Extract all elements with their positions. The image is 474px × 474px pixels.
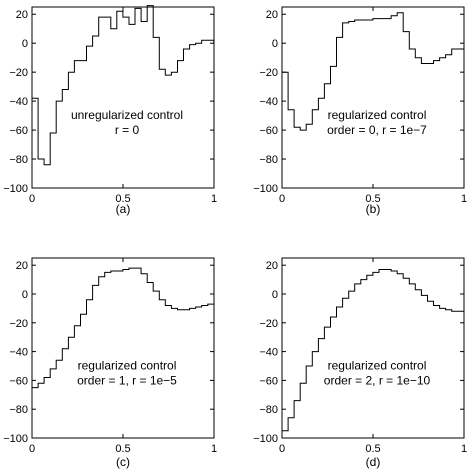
y-tick-label: −60 [9, 375, 28, 387]
annotation-line: order = 2, r = 1e−10 [324, 374, 431, 388]
y-tick-label: −80 [259, 404, 278, 416]
y-tick-label: −20 [259, 318, 278, 330]
y-tick-label: 20 [266, 260, 278, 272]
y-tick-label: −40 [9, 347, 28, 359]
control-series-line [282, 12, 464, 131]
y-tick-label: −20 [9, 318, 28, 330]
plot-frame [31, 257, 215, 439]
y-tick-label: 0 [22, 289, 28, 301]
y-tick-label: −80 [259, 154, 278, 166]
y-tick-label: −80 [9, 404, 28, 416]
y-tick-label: −100 [3, 433, 28, 445]
x-tick-label: 1 [211, 193, 217, 205]
y-tick-label: 0 [272, 38, 278, 50]
y-tick-label: −60 [9, 125, 28, 137]
x-tick-label: 1 [211, 443, 217, 455]
y-tick-label: −20 [9, 67, 28, 79]
x-tick-label: 0.5 [365, 193, 380, 205]
x-tick-label: 1 [461, 443, 467, 455]
control-series-line [32, 267, 214, 389]
annotation-line: regularized control [328, 359, 427, 373]
annotation-line: order = 1, r = 1e−5 [77, 374, 177, 388]
x-tick-label: 0 [279, 443, 285, 455]
annotation-line: unregularized control [71, 108, 183, 122]
y-tick-label: 0 [22, 38, 28, 50]
x-tick-label: 0 [29, 193, 35, 205]
y-tick-label: −100 [253, 183, 278, 195]
annotation-line: regularized control [78, 359, 177, 373]
y-tick-label: −100 [253, 433, 278, 445]
x-tick-label: 0 [29, 443, 35, 455]
x-tick-label: 0.5 [115, 443, 130, 455]
y-tick-label: −40 [9, 96, 28, 108]
y-tick-label: −20 [259, 67, 278, 79]
control-series-line [282, 269, 464, 432]
y-tick-label: −40 [259, 96, 278, 108]
x-tick-label: 1 [461, 193, 467, 205]
y-tick-label: −80 [9, 154, 28, 166]
x-tick-label: 0.5 [365, 443, 380, 455]
plot-frame [31, 6, 215, 189]
panel-caption: (b) [366, 202, 381, 216]
panel-caption: (a) [116, 202, 131, 216]
panel-caption: (d) [366, 455, 381, 469]
panel-caption: (c) [116, 455, 130, 469]
y-tick-label: 0 [272, 289, 278, 301]
y-tick-label: 20 [266, 9, 278, 21]
plot-frame [281, 257, 465, 439]
y-tick-label: −60 [259, 125, 278, 137]
y-tick-label: −100 [3, 183, 28, 195]
annotation-line: order = 0, r = 1e−7 [327, 123, 427, 137]
control-series-line [32, 5, 215, 166]
y-tick-label: 20 [16, 9, 28, 21]
annotation-line: regularized control [328, 108, 427, 122]
y-tick-label: −40 [259, 347, 278, 359]
y-tick-label: −60 [259, 375, 278, 387]
annotation-line: r = 0 [115, 123, 140, 137]
x-tick-label: 0.5 [115, 193, 130, 205]
y-tick-label: 20 [16, 260, 28, 272]
x-tick-label: 0 [279, 193, 285, 205]
plot-frame [281, 6, 465, 189]
